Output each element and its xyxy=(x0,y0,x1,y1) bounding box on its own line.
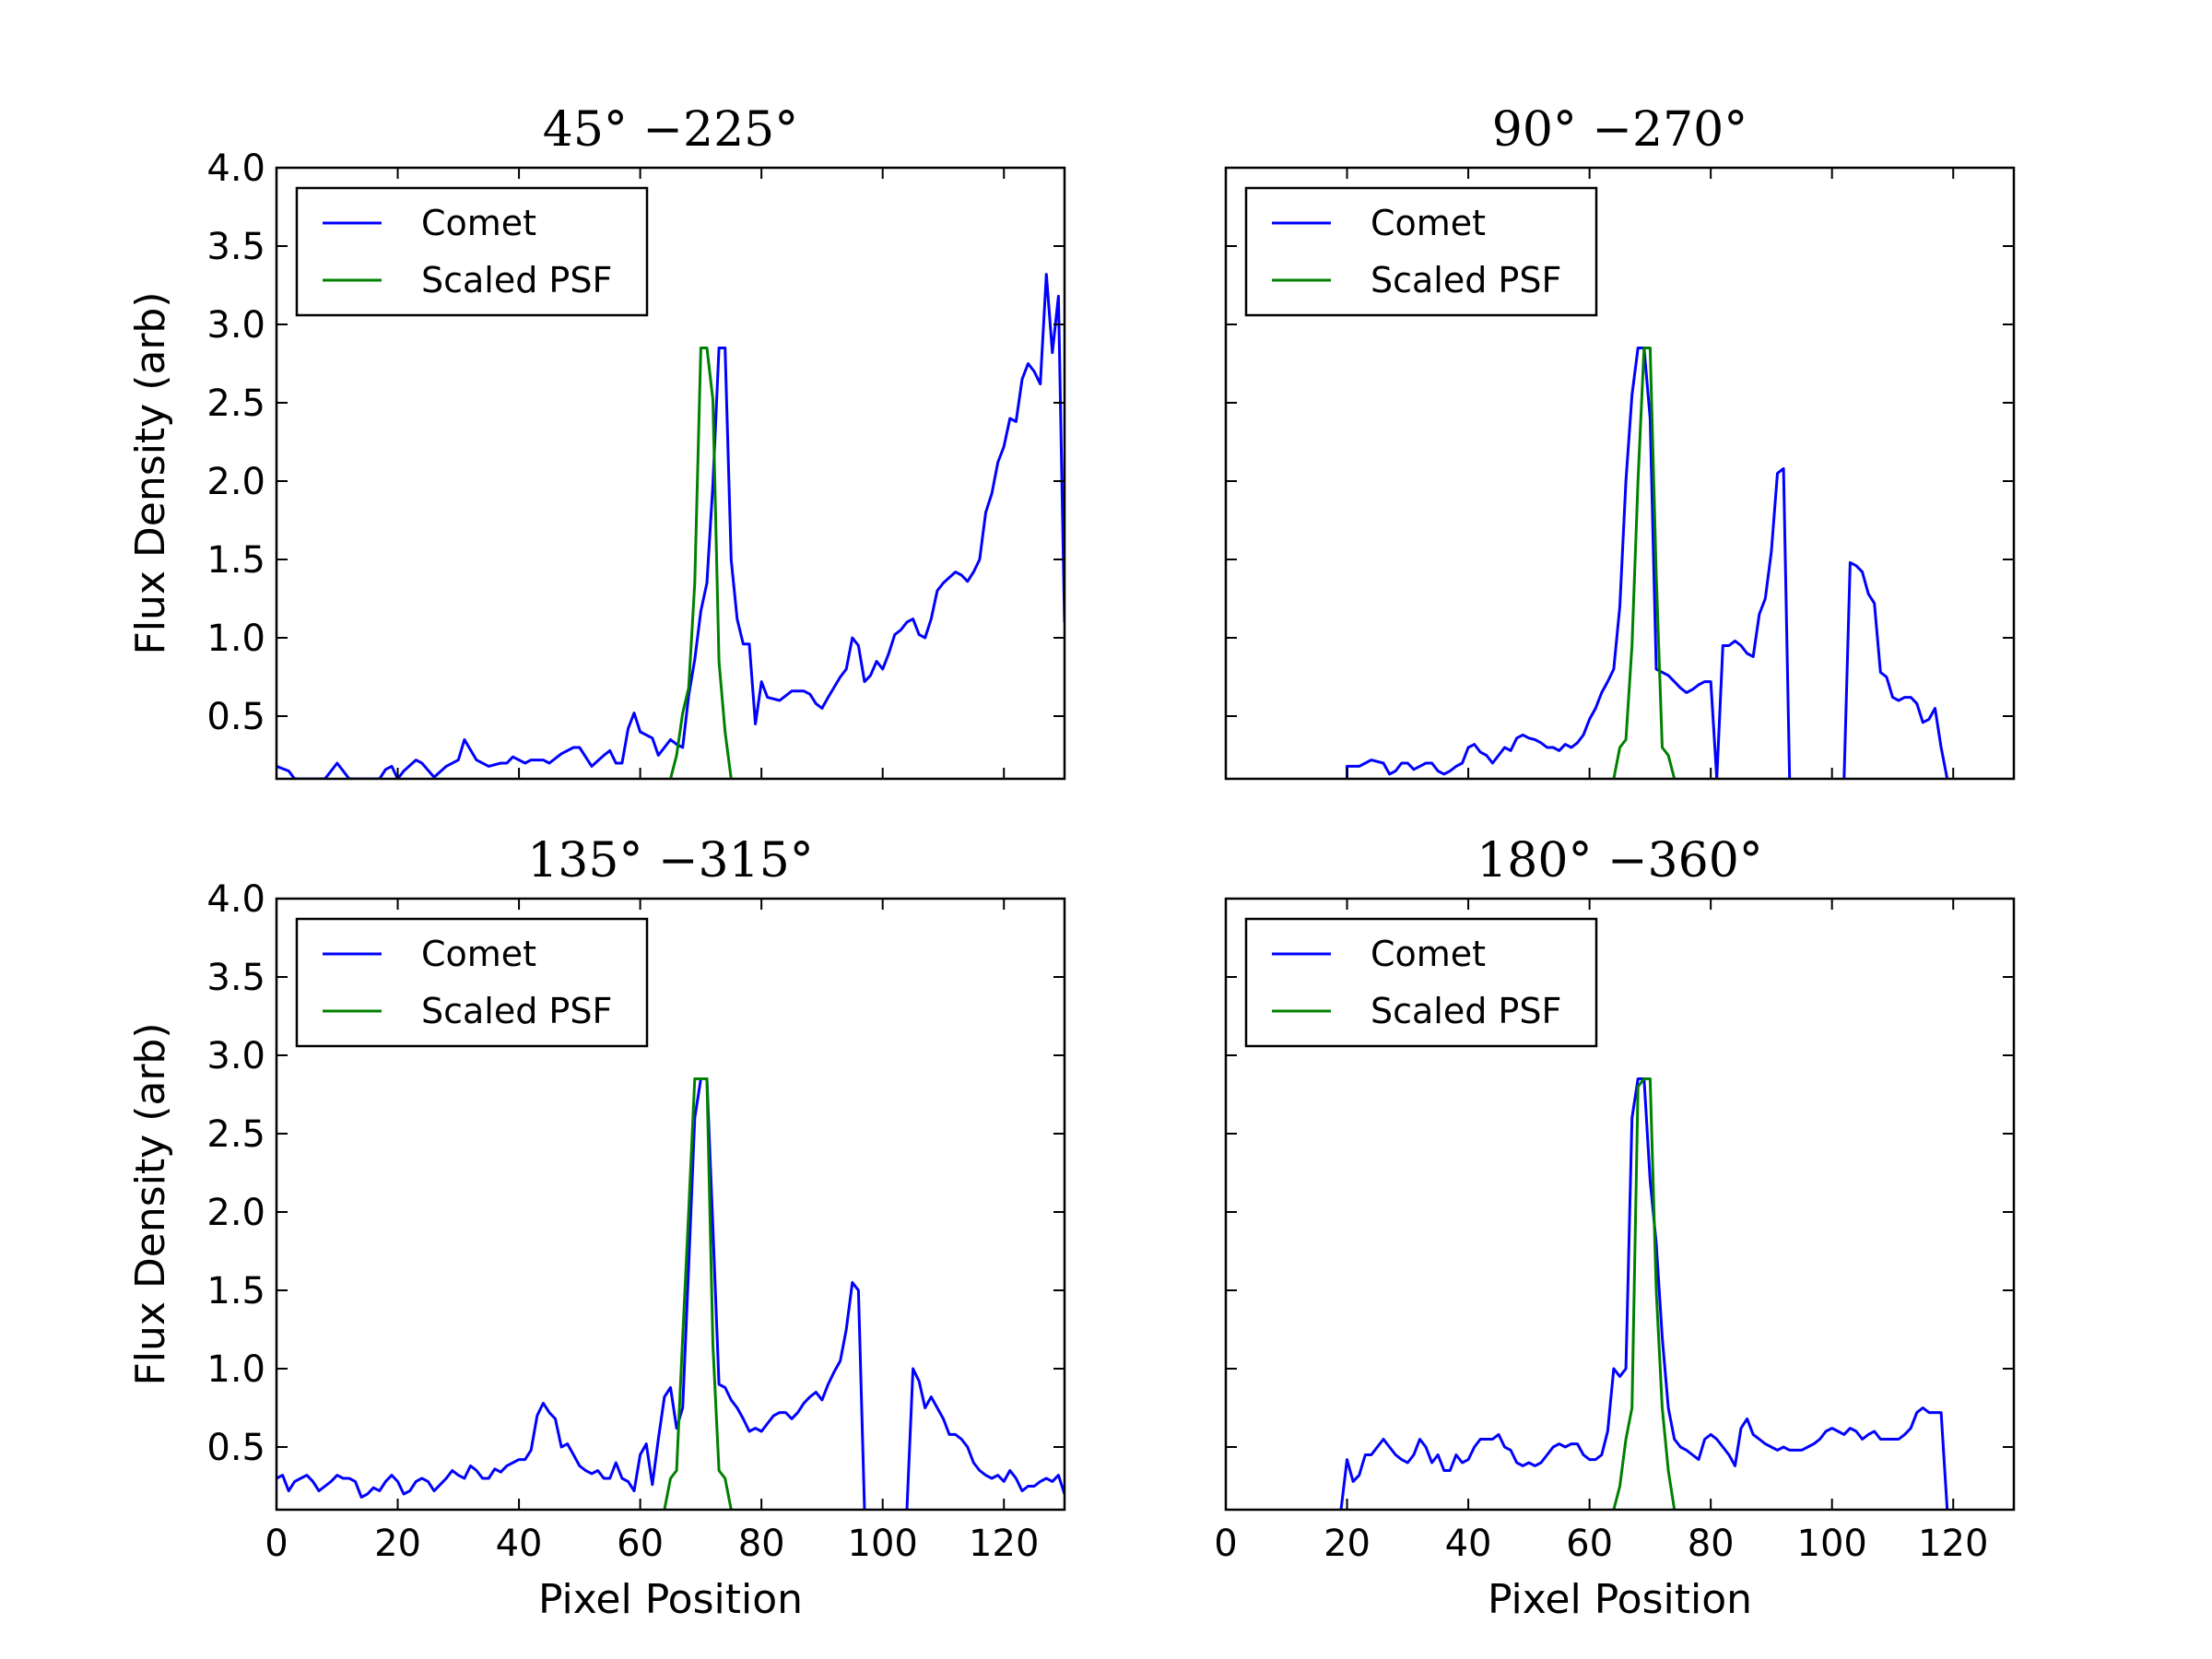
x-tick-label: 80 xyxy=(738,1523,785,1565)
legend: Comet Scaled PSF xyxy=(1244,186,1598,317)
y-tick-label: 3.0 xyxy=(206,1035,265,1077)
axes-frame-3 xyxy=(275,897,1066,1512)
legend-label-psf: Scaled PSF xyxy=(421,991,612,1031)
subplot-3: 0.5 1.0 1.5 2.0 2.5 3.0 3.5 4.0 0 20 40 60 80 100 120 1… xyxy=(127,833,1066,1623)
legend: Comet Scaled PSF xyxy=(1244,917,1598,1048)
x-tick-label: 60 xyxy=(617,1523,664,1565)
y-tick-label: 3.0 xyxy=(206,304,265,347)
subplot-title: 90° −270° xyxy=(1492,102,1748,158)
y-tick-label: 0.5 xyxy=(206,1427,265,1469)
x-tick-label: 60 xyxy=(1566,1523,1613,1565)
comet-line-2-seg1 xyxy=(1346,347,1719,779)
x-tick-label: 120 xyxy=(969,1523,1039,1565)
y-axis-label: Flux Density (arb) xyxy=(127,1022,174,1385)
x-tick-label: 0 xyxy=(265,1523,288,1565)
legend-box xyxy=(1244,917,1598,1048)
subplot-title: 135° −315° xyxy=(527,833,814,888)
x-tick-label: 20 xyxy=(1324,1523,1371,1565)
legend-label-comet: Comet xyxy=(421,934,536,974)
subplot-title: 180° −360° xyxy=(1477,833,1763,888)
comet-line-2-seg3 xyxy=(1842,560,1949,779)
y-axis-label: Flux Density (arb) xyxy=(127,291,174,654)
x-axis-label: Pixel Position xyxy=(538,1576,803,1623)
subplot-title: 45° −225° xyxy=(543,102,799,158)
x-tick-label: 40 xyxy=(1445,1523,1492,1565)
legend-label-psf: Scaled PSF xyxy=(1371,260,1561,300)
y-tick-label: 1.5 xyxy=(206,1270,265,1312)
y-tick-label: 0.5 xyxy=(206,696,265,738)
legend-label-psf: Scaled PSF xyxy=(421,260,612,300)
y-tick-label: 4.0 xyxy=(206,878,265,921)
y-tick-label: 2.0 xyxy=(206,1192,265,1234)
legend-label-comet: Comet xyxy=(421,203,536,243)
legend-box xyxy=(1244,186,1598,317)
legend: Comet Scaled PSF xyxy=(295,917,649,1048)
subplot-2: 90° −270° Comet Scaled PSF xyxy=(1224,102,2016,781)
x-axis-label: Pixel Position xyxy=(1488,1576,1752,1623)
y-tick-label: 4.0 xyxy=(206,147,265,190)
comet-line-3-seg1 xyxy=(276,1077,866,1510)
comet-line-2-seg2 xyxy=(1715,466,1792,779)
x-tick-label: 100 xyxy=(1797,1523,1867,1565)
psf-line-4 xyxy=(1612,1077,1677,1510)
axes-frame-4 xyxy=(1224,897,2016,1512)
x-tick-label: 120 xyxy=(1918,1523,1988,1565)
y-tick-label: 2.5 xyxy=(206,1113,265,1156)
subplot-4: 0 20 40 60 80 100 120 180° −360° Pixel Position C… xyxy=(1214,833,2016,1623)
axes-frame-2 xyxy=(1224,166,2016,781)
x-tick-label: 20 xyxy=(374,1523,421,1565)
axes-frame-1 xyxy=(275,166,1066,781)
legend-label-psf: Scaled PSF xyxy=(1371,991,1561,1031)
legend-label-comet: Comet xyxy=(1371,203,1486,243)
y-tick-label: 1.0 xyxy=(206,1348,265,1391)
legend-box xyxy=(295,917,649,1048)
legend-box xyxy=(295,186,649,317)
legend: Comet Scaled PSF xyxy=(295,186,649,317)
legend-label-comet: Comet xyxy=(1371,934,1486,974)
y-tick-label: 1.0 xyxy=(206,618,265,660)
comet-line-3-seg2 xyxy=(905,1367,1065,1510)
y-tick-label: 2.0 xyxy=(206,461,265,503)
psf-line-1 xyxy=(669,347,733,779)
y-tick-label: 2.5 xyxy=(206,382,265,425)
x-tick-label: 40 xyxy=(496,1523,543,1565)
comet-line-1 xyxy=(276,273,1065,779)
y-tick-label: 1.5 xyxy=(206,539,265,582)
x-tick-label: 80 xyxy=(1688,1523,1735,1565)
psf-line-2 xyxy=(1612,347,1677,779)
y-tick-label: 3.5 xyxy=(206,957,265,999)
psf-line-3 xyxy=(663,1077,733,1510)
x-tick-label: 0 xyxy=(1214,1523,1237,1565)
x-tick-label: 100 xyxy=(848,1523,918,1565)
subplot-1: 0.5 1.0 1.5 2.0 2.5 3.0 3.5 4.0 45° −225° Flux De… xyxy=(127,102,1066,781)
y-tick-label: 3.5 xyxy=(206,226,265,268)
comet-line-4 xyxy=(1339,1077,1949,1510)
